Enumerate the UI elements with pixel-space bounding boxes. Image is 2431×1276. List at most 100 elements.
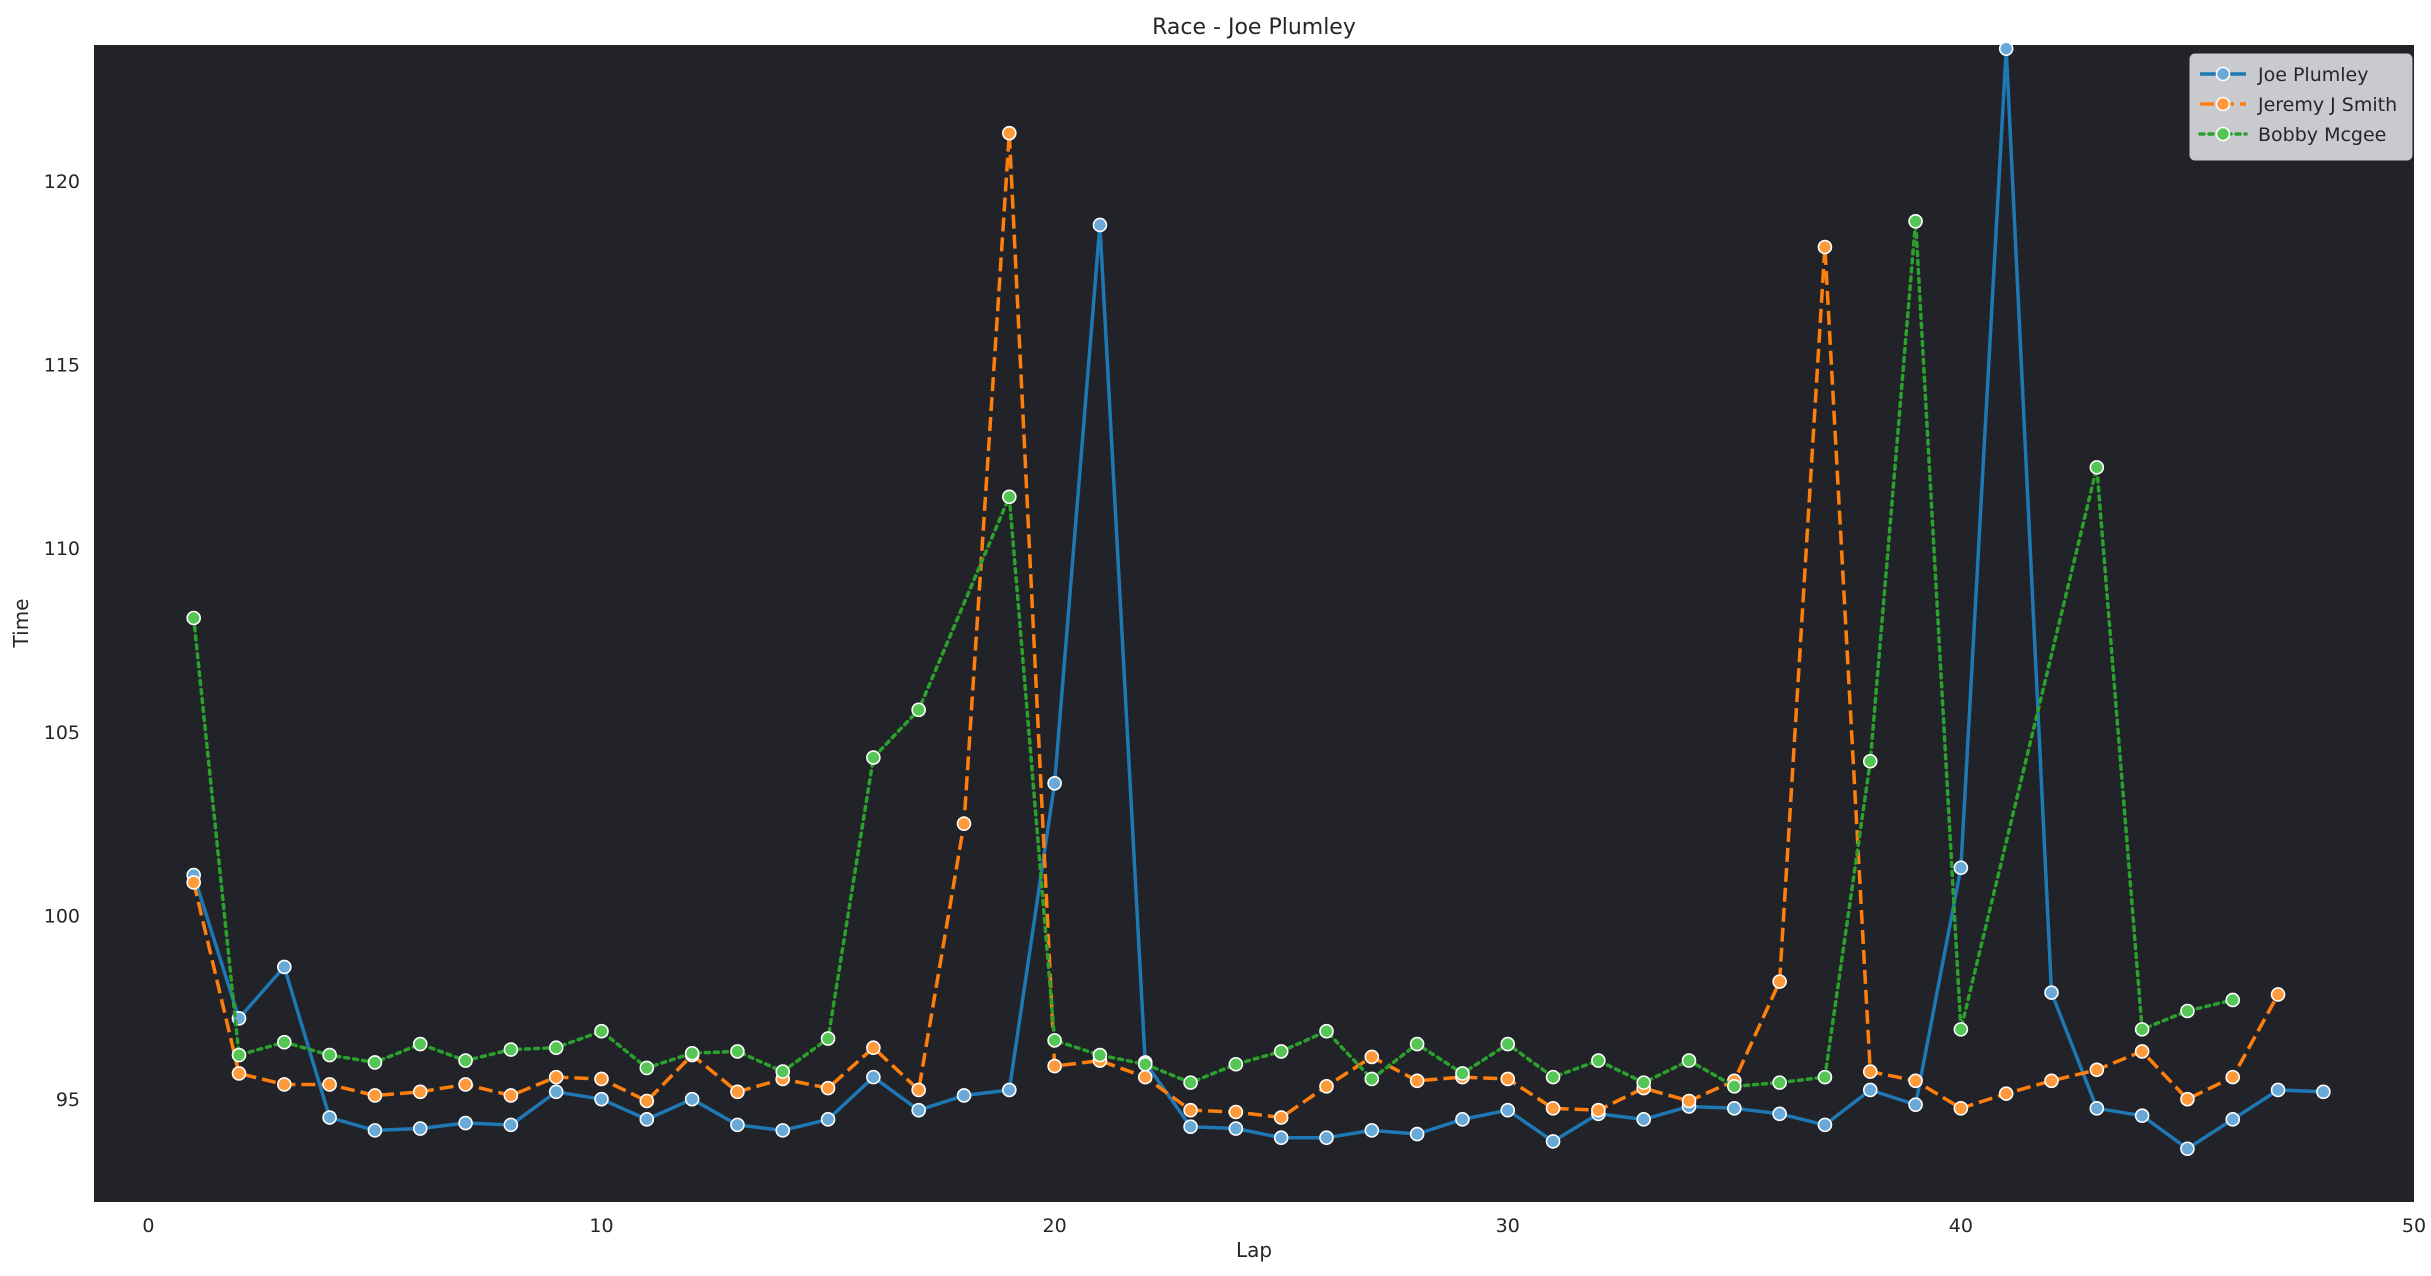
x-tick-label: 20	[1043, 1215, 1067, 1237]
data-point	[1953, 1101, 1969, 1116]
data-point	[1364, 1071, 1380, 1087]
data-point	[1002, 125, 1017, 141]
legend-label: Bobby Mcgee	[2258, 124, 2386, 146]
data-point	[1998, 41, 2014, 56]
data-point	[1591, 1053, 1606, 1068]
data-point	[1681, 1053, 1697, 1068]
y-tick-label: 110	[44, 538, 80, 560]
data-point	[503, 1042, 519, 1057]
data-point	[1727, 1101, 1742, 1116]
data-point	[2089, 460, 2105, 475]
data-point	[594, 1091, 609, 1107]
data-point	[594, 1023, 609, 1039]
data-point	[1681, 1093, 1697, 1109]
data-point	[1047, 1033, 1062, 1048]
data-point	[1862, 753, 1878, 769]
chart-title: Race - Joe Plumley	[1152, 15, 1356, 40]
data-point	[684, 1045, 700, 1061]
data-point	[1545, 1101, 1561, 1116]
series-jeremy-j-smith	[186, 125, 2286, 1125]
legend-item: Jeremy J Smith	[2200, 94, 2397, 116]
data-point	[1772, 1106, 1787, 1122]
data-point	[1409, 1126, 1425, 1142]
y-axis-label: Time	[9, 599, 33, 649]
data-point	[1273, 1044, 1289, 1059]
data-point	[730, 1084, 745, 1100]
data-point	[277, 959, 292, 975]
series-layer	[186, 41, 2331, 1157]
data-point	[1817, 1117, 1833, 1133]
data-point	[2225, 992, 2241, 1008]
x-tick-label: 10	[589, 1215, 613, 1237]
data-point	[820, 1112, 836, 1127]
data-point	[820, 1080, 836, 1096]
legend-label: Jeremy J Smith	[2257, 94, 2397, 116]
data-point	[367, 1123, 383, 1138]
data-point	[1319, 1130, 1334, 1146]
data-point	[1319, 1079, 1334, 1094]
legend-marker	[2215, 96, 2231, 112]
data-point	[2225, 1112, 2241, 1127]
data-point	[1002, 489, 1017, 505]
data-point	[2270, 987, 2286, 1002]
data-point	[1273, 1130, 1289, 1146]
y-tick-label: 105	[44, 722, 80, 744]
data-point	[1047, 775, 1062, 791]
data-point	[1092, 217, 1108, 233]
data-point	[1545, 1134, 1561, 1149]
data-point	[2089, 1101, 2105, 1116]
data-point	[730, 1044, 745, 1059]
data-point	[1727, 1079, 1742, 1094]
data-point	[1908, 1097, 1923, 1112]
data-point	[277, 1034, 292, 1050]
data-point	[1364, 1123, 1380, 1138]
data-point	[639, 1093, 655, 1109]
data-point	[594, 1071, 609, 1087]
data-point	[1953, 860, 1969, 876]
data-point	[1908, 1073, 1923, 1089]
data-point	[1953, 1022, 1969, 1037]
data-point	[458, 1077, 473, 1092]
x-tick-label: 30	[1496, 1215, 1520, 1237]
data-point	[1409, 1073, 1425, 1089]
data-point	[412, 1084, 428, 1100]
data-point	[1228, 1056, 1244, 1072]
data-point	[2180, 1141, 2195, 1157]
data-point	[2316, 1084, 2331, 1100]
data-point	[1183, 1102, 1198, 1118]
data-point	[322, 1047, 337, 1063]
data-point	[2089, 1062, 2105, 1078]
data-point	[911, 1082, 926, 1098]
data-point	[186, 875, 201, 890]
data-point	[1183, 1119, 1198, 1135]
legend-marker	[2215, 66, 2231, 82]
legend-item: Joe Plumley	[2200, 64, 2368, 86]
y-tick-label: 95	[56, 1089, 80, 1111]
data-point	[1591, 1102, 1606, 1118]
data-point	[548, 1084, 564, 1100]
data-point	[1862, 1082, 1878, 1098]
legend-label: Joe Plumley	[2257, 64, 2368, 86]
data-point	[866, 1069, 881, 1085]
data-point	[1364, 1049, 1380, 1065]
data-point	[548, 1040, 564, 1056]
data-point	[458, 1115, 473, 1131]
data-point	[775, 1123, 791, 1138]
series-bobby-mcgee	[186, 214, 2241, 1094]
data-point	[2225, 1069, 2241, 1085]
series-joe-plumley	[186, 41, 2331, 1157]
data-point	[775, 1064, 791, 1079]
data-point	[1500, 1071, 1516, 1087]
data-point	[1908, 214, 1923, 229]
data-point	[503, 1088, 519, 1103]
data-point	[2134, 1044, 2150, 1059]
x-axis-label: Lap	[1236, 1238, 1272, 1262]
data-point	[1545, 1069, 1561, 1085]
data-point	[1998, 1086, 2014, 1101]
data-point	[231, 1066, 247, 1081]
data-point	[956, 816, 972, 831]
data-point	[730, 1117, 745, 1133]
x-tick-label: 40	[1949, 1215, 1973, 1237]
y-axis-ticks: 95 100 105 110 115 120	[44, 171, 80, 1111]
data-point	[2134, 1022, 2150, 1037]
